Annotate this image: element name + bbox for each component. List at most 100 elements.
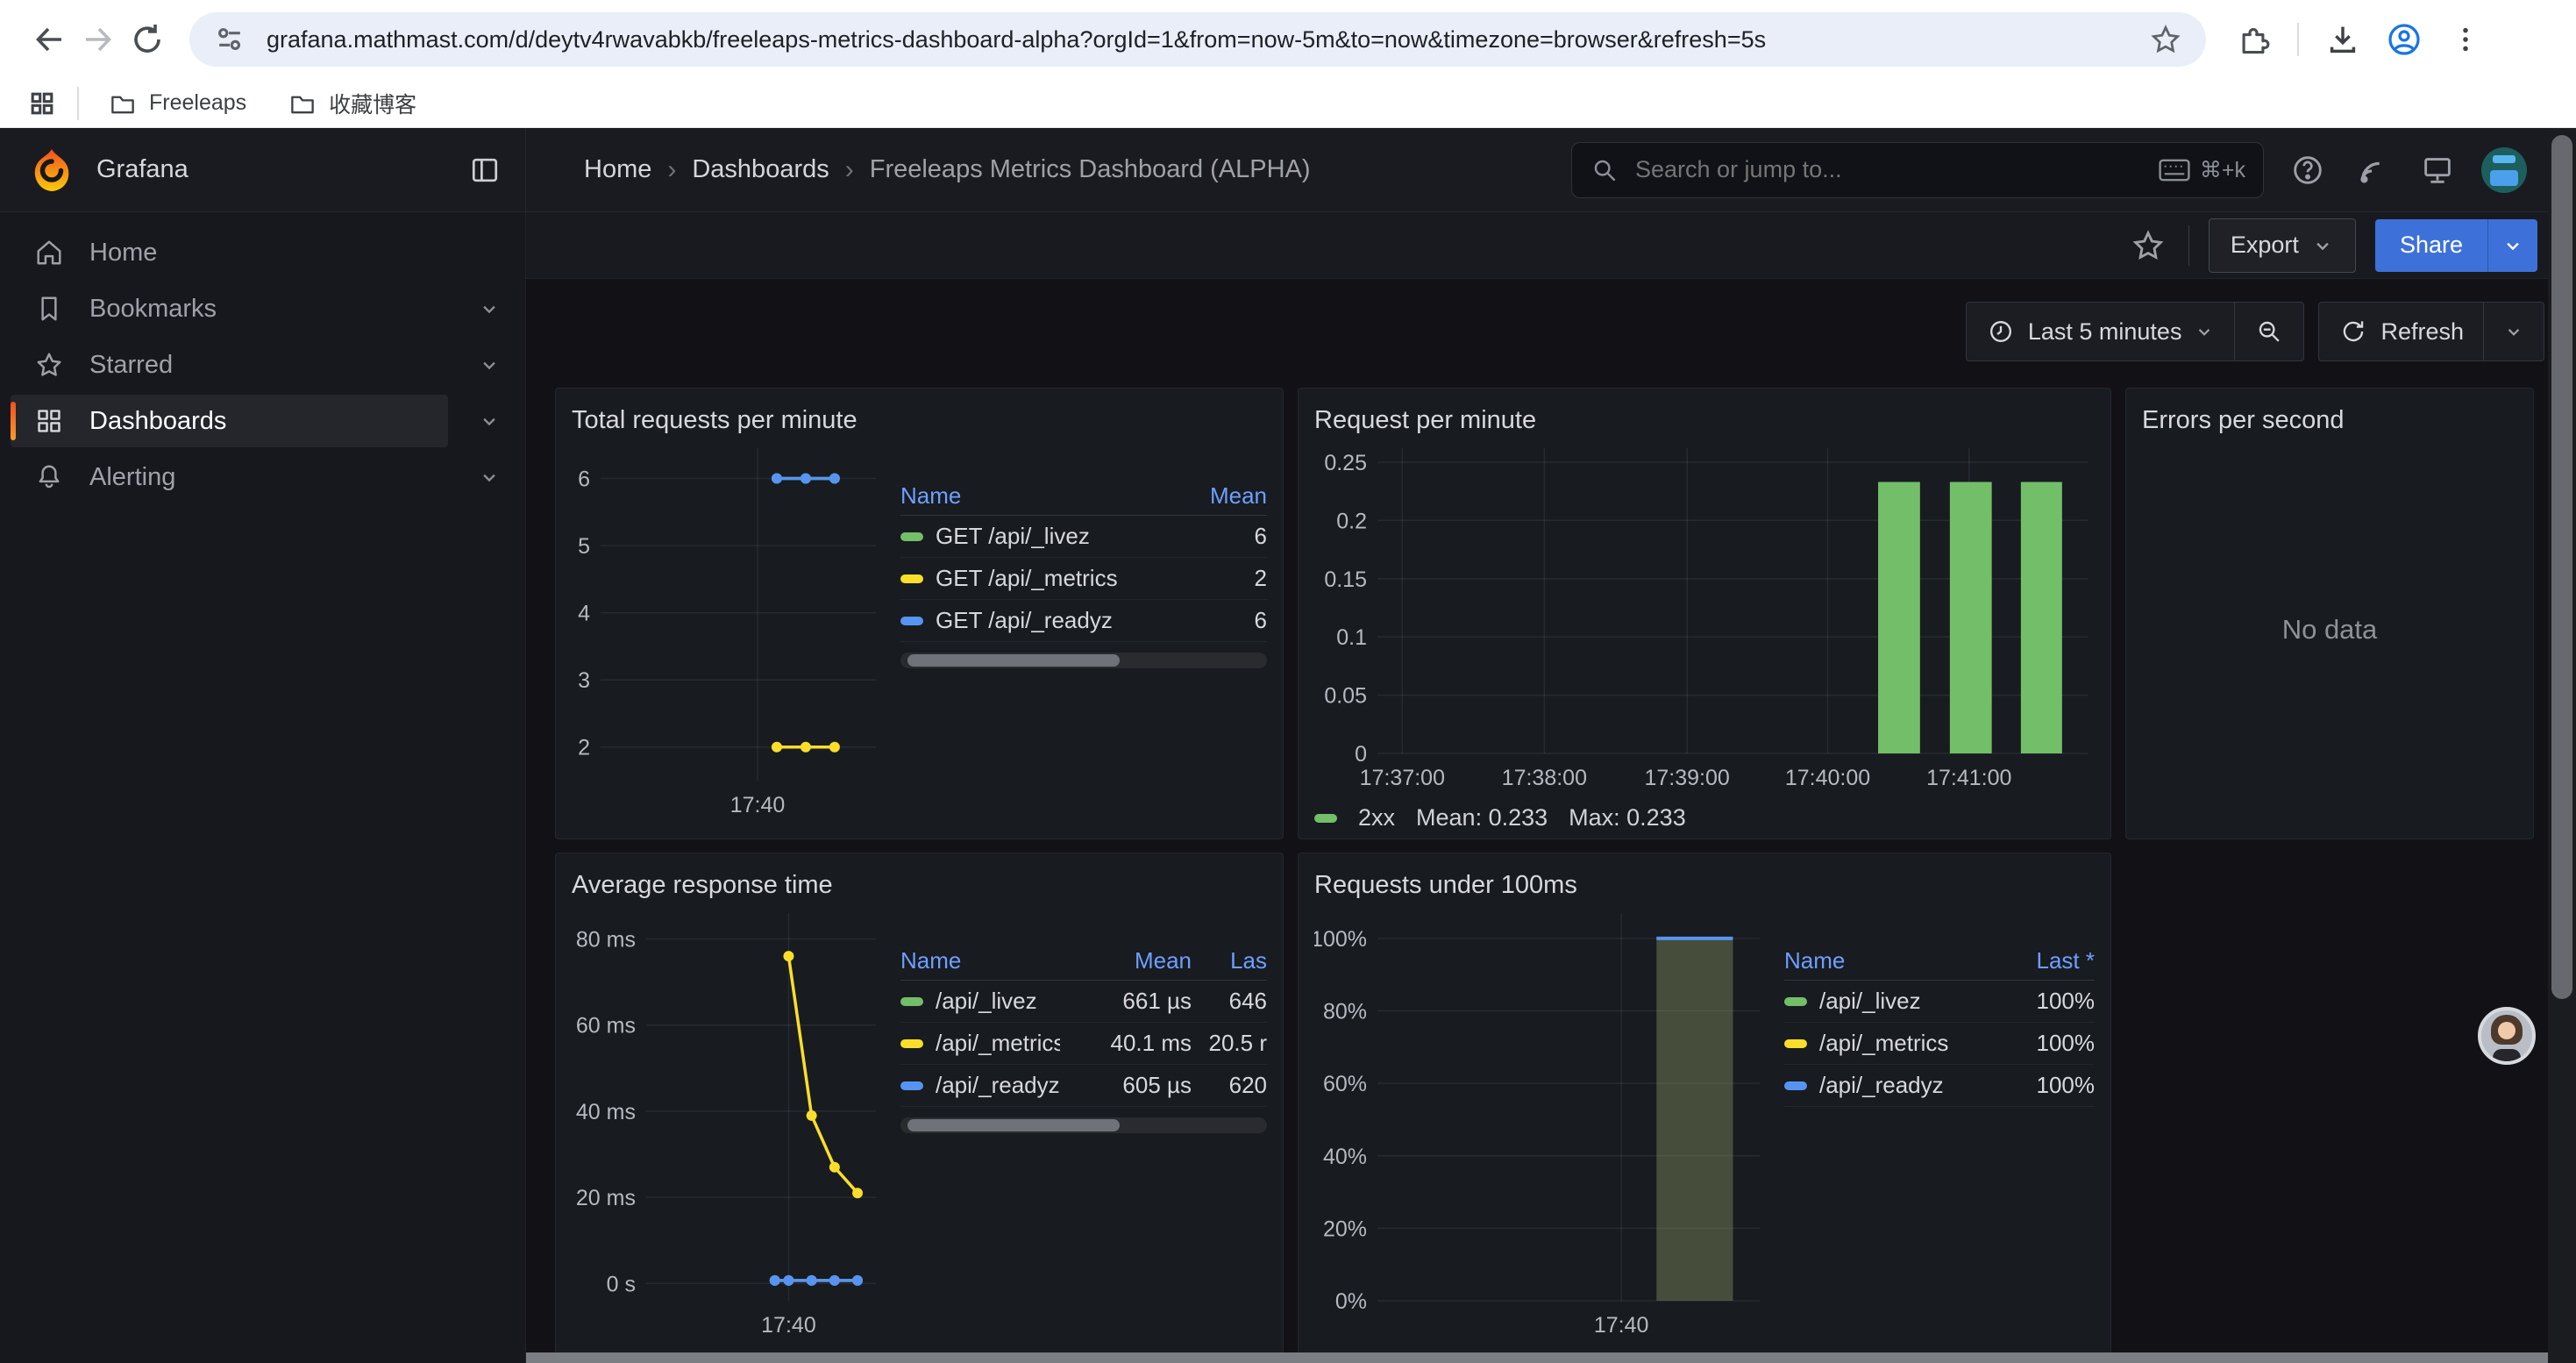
series-name[interactable]: GET /api/_readyz	[936, 607, 1113, 633]
sidebar-item-bookmarks[interactable]: Bookmarks	[0, 281, 525, 337]
sidebar-item-alerting[interactable]: Alerting	[0, 449, 525, 505]
legend-column-header[interactable]: Name	[900, 482, 962, 509]
sidebar-toggle-icon[interactable]	[467, 153, 502, 188]
time-range-picker[interactable]: Last 5 minutes	[1967, 303, 2235, 360]
main-area: Export Share Last 5 minutes	[526, 212, 2576, 1363]
series-name[interactable]: /api/_livez	[1819, 988, 1921, 1014]
download-icon[interactable]	[2318, 15, 2367, 64]
sidebar-item-home[interactable]: Home	[0, 225, 525, 281]
svg-text:17:39:00: 17:39:00	[1644, 766, 1729, 790]
legend-column-header[interactable]: Mean	[1134, 946, 1192, 974]
legend-row: /api/_readyz 605 µs 620	[900, 1065, 1267, 1107]
profile-icon[interactable]	[2380, 15, 2429, 64]
svg-text:0.05: 0.05	[1324, 684, 1367, 709]
bookmark-folder[interactable]: Freeleaps	[95, 84, 260, 123]
svg-text:17:40: 17:40	[1594, 1313, 1649, 1338]
svg-text:17:40:00: 17:40:00	[1785, 766, 1870, 790]
legend-column-header[interactable]: Mean	[1209, 482, 1267, 509]
legend-row: GET /api/_readyz 6	[900, 600, 1267, 642]
chart-requests-under-100ms: 100% 80% 60% 40% 20% 0% 17:40	[1314, 904, 1767, 1339]
series-value: 100%	[2036, 988, 2096, 1014]
monitor-icon[interactable]	[2416, 149, 2459, 191]
chevron-down-icon[interactable]	[478, 297, 501, 320]
horizontal-scrollbar[interactable]	[526, 1352, 2548, 1363]
breadcrumb-item[interactable]: Dashboards	[692, 155, 829, 183]
forward-icon[interactable]	[74, 15, 123, 64]
panel-title[interactable]: Requests under 100ms	[1314, 871, 1577, 899]
svg-text:60 ms: 60 ms	[576, 1014, 636, 1038]
panel-title[interactable]: Average response time	[572, 871, 833, 899]
legend-column-header[interactable]: Name	[1784, 946, 1846, 974]
scrollbar-thumb[interactable]	[2551, 135, 2572, 999]
refresh-button[interactable]: Refresh	[2319, 303, 2483, 360]
series-name[interactable]: GET /api/_livez	[936, 523, 1090, 549]
series-name[interactable]: /api/_metrics	[936, 1030, 1060, 1056]
series-name[interactable]: /api/_metrics	[1819, 1030, 1949, 1056]
brand-zone: Grafana	[0, 128, 526, 211]
sidebar-item-starred[interactable]: Starred	[0, 337, 525, 393]
series-label[interactable]: 2xx	[1358, 804, 1396, 831]
breadcrumb-item[interactable]: Home	[584, 155, 652, 183]
legend-scrollbar-thumb[interactable]	[907, 654, 1121, 667]
series-name[interactable]: GET /api/_metrics	[936, 565, 1118, 591]
series-name[interactable]: /api/_readyz	[1819, 1072, 1944, 1098]
chevron-down-icon[interactable]	[478, 410, 501, 432]
series-value: 100%	[2036, 1072, 2096, 1098]
url-text[interactable]: grafana.mathmast.com/d/deytv4rwavabkb/fr…	[267, 25, 1767, 53]
legend-scrollbar[interactable]	[900, 653, 1267, 668]
svg-text:0 s: 0 s	[607, 1272, 636, 1296]
sidebar-item-dashboards[interactable]: Dashboards	[0, 393, 525, 449]
browser-actions	[2229, 15, 2490, 64]
panel-title[interactable]: Errors per second	[2142, 406, 2345, 434]
bookmarks-bar: Freeleaps 收藏博客	[0, 79, 2576, 128]
bookmark-folder[interactable]: 收藏博客	[274, 82, 431, 125]
news-rss-icon[interactable]	[2352, 149, 2394, 191]
page-scrollbar[interactable]	[2548, 128, 2576, 1363]
export-button[interactable]: Export	[2208, 218, 2356, 273]
apps-grid-icon[interactable]	[23, 84, 61, 123]
legend-scrollbar[interactable]	[900, 1117, 1267, 1133]
breadcrumb-item[interactable]: Freeleaps Metrics Dashboard (ALPHA)	[869, 155, 1311, 183]
dashboard-canvas: Last 5 minutes Refresh	[526, 279, 2576, 1363]
zoom-out-button[interactable]	[2235, 303, 2303, 360]
svg-text:0.25: 0.25	[1324, 451, 1367, 475]
address-bar[interactable]: grafana.mathmast.com/d/deytv4rwavabkb/fr…	[189, 12, 2206, 67]
panel-title[interactable]: Request per minute	[1314, 406, 1537, 434]
share-button[interactable]: Share	[2374, 218, 2487, 272]
series-swatch	[900, 996, 923, 1006]
user-avatar[interactable]	[2481, 146, 2527, 193]
legend-row: /api/_livez 661 µs 646	[900, 981, 1267, 1023]
series-name[interactable]: /api/_livez	[936, 988, 1037, 1014]
grid-icon	[33, 405, 65, 437]
panel-title[interactable]: Total requests per minute	[572, 406, 857, 434]
legend-scrollbar-thumb[interactable]	[907, 1119, 1121, 1131]
svg-text:60%: 60%	[1323, 1072, 1367, 1096]
share-button-group: Share	[2374, 218, 2537, 272]
back-icon[interactable]	[25, 15, 74, 64]
site-settings-icon[interactable]	[212, 22, 247, 57]
search-box[interactable]: ⌘+k	[1571, 141, 2264, 198]
legend-column-header[interactable]: Las	[1230, 946, 1267, 974]
assistant-avatar[interactable]	[2478, 1007, 2536, 1065]
series-name[interactable]: /api/_readyz	[936, 1072, 1060, 1098]
browser-menu-icon[interactable]	[2441, 15, 2490, 64]
share-menu-button[interactable]	[2487, 218, 2537, 272]
legend-column-header[interactable]: Last *	[2036, 946, 2096, 974]
star-dashboard-icon[interactable]	[2127, 225, 2169, 267]
extensions-icon[interactable]	[2229, 15, 2278, 64]
chevron-down-icon[interactable]	[478, 466, 501, 489]
refresh-interval-button[interactable]	[2484, 303, 2544, 360]
time-controls: Last 5 minutes Refresh	[1965, 302, 2544, 361]
help-icon[interactable]	[2287, 149, 2329, 191]
legend-column-header[interactable]: Name	[900, 946, 962, 974]
search-input[interactable]	[1633, 155, 2158, 184]
reload-icon[interactable]	[123, 15, 172, 64]
chevron-down-icon[interactable]	[478, 353, 501, 376]
series-value: 6	[1254, 607, 1267, 633]
toolbar-divider	[2188, 225, 2189, 266]
series-value: 2	[1254, 565, 1267, 591]
time-range-group: Last 5 minutes	[1965, 302, 2305, 361]
grafana-logo[interactable]	[28, 146, 75, 194]
bookmark-star-icon[interactable]	[2148, 22, 2183, 57]
